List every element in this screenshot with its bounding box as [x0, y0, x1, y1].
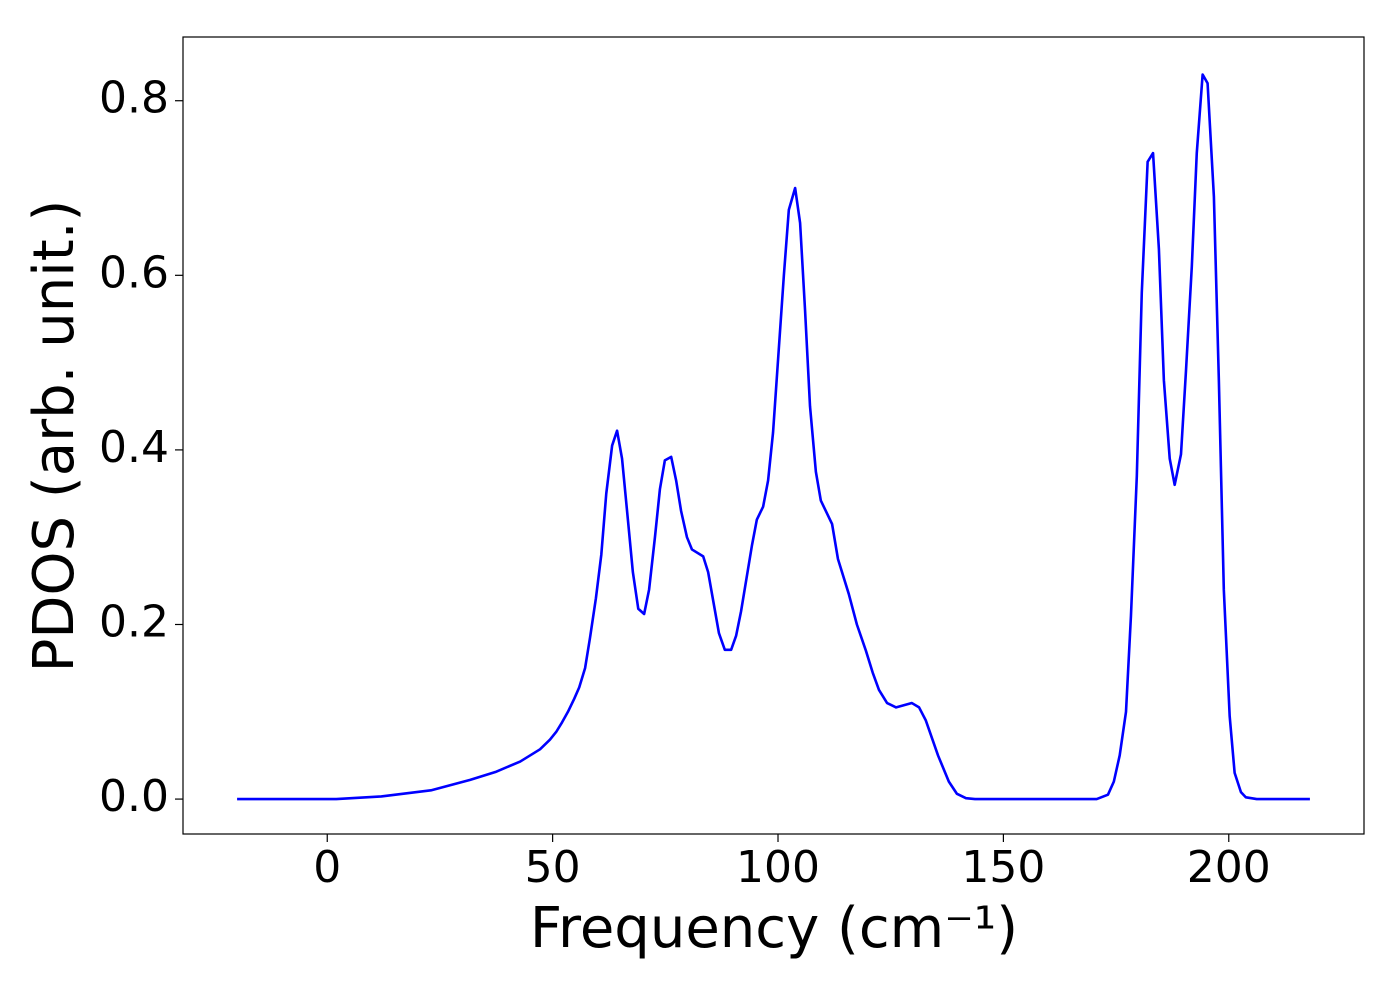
y-tick-label: 0.2	[99, 596, 169, 647]
x-tick-label: 200	[1187, 842, 1271, 893]
y-tick-label: 0.8	[99, 73, 169, 124]
y-axis-label: PDOS (arb. unit.)	[22, 200, 87, 673]
y-tick-label: 0.0	[99, 771, 169, 822]
x-tick-label: 150	[961, 842, 1045, 893]
x-tick-label: 50	[525, 842, 581, 893]
x-tick-label: 0	[313, 842, 341, 893]
x-axis-label: Frequency (cm⁻¹)	[530, 896, 1018, 961]
plot-frame	[182, 36, 1365, 835]
data-line	[237, 73, 1310, 801]
y-tick-label: 0.4	[99, 422, 169, 473]
x-tick-label: 100	[736, 842, 820, 893]
y-tick-label: 0.6	[99, 247, 169, 298]
